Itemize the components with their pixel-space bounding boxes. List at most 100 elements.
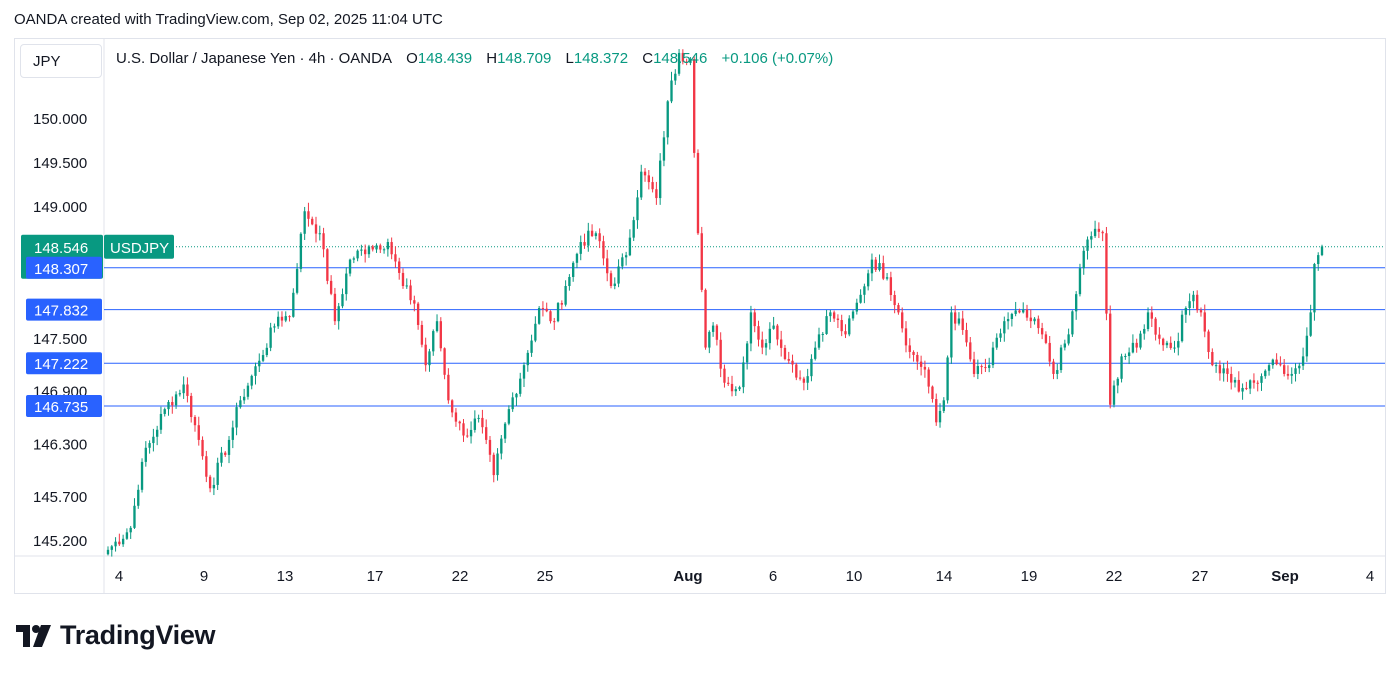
candle-body (432, 331, 435, 352)
candle-body (420, 324, 424, 345)
candle-body (829, 312, 832, 317)
candle-body (424, 344, 427, 366)
candle-body (768, 328, 772, 344)
candle-body (795, 364, 798, 378)
candle-body (522, 365, 526, 379)
candle-body (662, 137, 666, 161)
candle-body (1173, 347, 1176, 349)
candle-body (193, 417, 197, 426)
candle-body (462, 423, 465, 436)
candle-body (757, 326, 760, 340)
candle-body (923, 366, 927, 370)
candle-body (1245, 387, 1248, 389)
candle-body (515, 393, 518, 398)
candle-body (1131, 342, 1135, 353)
candle-body (155, 429, 159, 437)
candle-body (1283, 365, 1286, 374)
candle-body (329, 280, 333, 294)
tradingview-logo[interactable]: TradingView (16, 620, 216, 651)
candle-body (696, 152, 700, 234)
legend-open-label: O (406, 50, 418, 67)
candle-body (980, 366, 983, 368)
candle-body (171, 401, 174, 406)
candle-body (110, 546, 113, 550)
candle-body (1010, 313, 1014, 320)
candle-body (1143, 328, 1146, 334)
candle-body (163, 409, 166, 414)
candle-body (1097, 228, 1101, 232)
candle-body (738, 387, 741, 390)
candle-body (904, 328, 908, 346)
candle-body (859, 294, 862, 303)
candle-body (572, 262, 575, 277)
candle-body (1082, 250, 1085, 269)
candle-body (734, 389, 737, 392)
candle-body (946, 357, 949, 401)
candle-body (273, 326, 276, 328)
candle-body (832, 312, 836, 319)
symbol-tag-label: USDJPY (110, 240, 169, 257)
candle-body (1305, 335, 1309, 357)
candle-body (885, 277, 889, 279)
legend-high-label: H (486, 50, 498, 67)
candle-body (802, 378, 806, 383)
y-tick-label: 149.500 (33, 155, 87, 172)
candle-body (935, 399, 938, 423)
candle-body (1264, 370, 1267, 377)
candle-body (1203, 312, 1206, 332)
candle-body (428, 351, 431, 366)
candle-body (825, 316, 828, 334)
candle-body (435, 321, 439, 332)
candle-body (1196, 294, 1199, 311)
currency-button[interactable]: JPY (20, 44, 102, 78)
candle-body (182, 384, 185, 394)
last-price-value: 148.546 (34, 240, 88, 257)
candle-body (477, 417, 480, 419)
chart-credit: OANDA created with TradingView.com, Sep … (14, 11, 443, 28)
candle-body (866, 273, 870, 287)
level-badge-label: 146.735 (34, 399, 88, 416)
candle-body (405, 285, 408, 287)
candle-body (1067, 334, 1070, 344)
candle-body (174, 394, 178, 406)
candle-body (560, 303, 564, 305)
candle-body (511, 397, 514, 410)
candle-body (1188, 301, 1191, 308)
candle-body (1146, 312, 1150, 329)
candle-body (1165, 342, 1169, 346)
candle-body (318, 233, 321, 235)
candle-body (1298, 365, 1301, 369)
candle-body (783, 347, 787, 359)
candle-body (348, 259, 352, 274)
candle-body (931, 386, 934, 400)
candle-body (780, 339, 783, 348)
candle-body (208, 476, 212, 489)
candle-body (636, 197, 639, 221)
candle-body (148, 443, 151, 448)
candle-body (1218, 365, 1222, 374)
candle-body (485, 427, 488, 440)
candle-body (1161, 338, 1165, 346)
level-badge (26, 395, 102, 418)
candle-body (473, 418, 477, 430)
candle-body (1105, 233, 1108, 314)
candle-body (363, 249, 367, 255)
candle-body (901, 312, 904, 329)
legend-close-value: 148.546 (653, 50, 708, 67)
candle-body (1112, 385, 1116, 405)
candle-body (254, 366, 257, 376)
candle-body (1252, 380, 1256, 383)
candle-body (715, 325, 719, 340)
candle-body (235, 407, 238, 428)
x-tick-label: 9 (200, 568, 208, 585)
candle-body (352, 258, 355, 260)
candle-body (704, 289, 707, 348)
x-tick-label: 19 (1021, 568, 1038, 585)
candle-body (1169, 342, 1172, 348)
candle-body (1090, 236, 1093, 240)
candle-body (541, 307, 545, 309)
candle-body (848, 318, 851, 335)
level-badge-label: 147.832 (34, 303, 88, 320)
chart-frame (14, 38, 1386, 594)
